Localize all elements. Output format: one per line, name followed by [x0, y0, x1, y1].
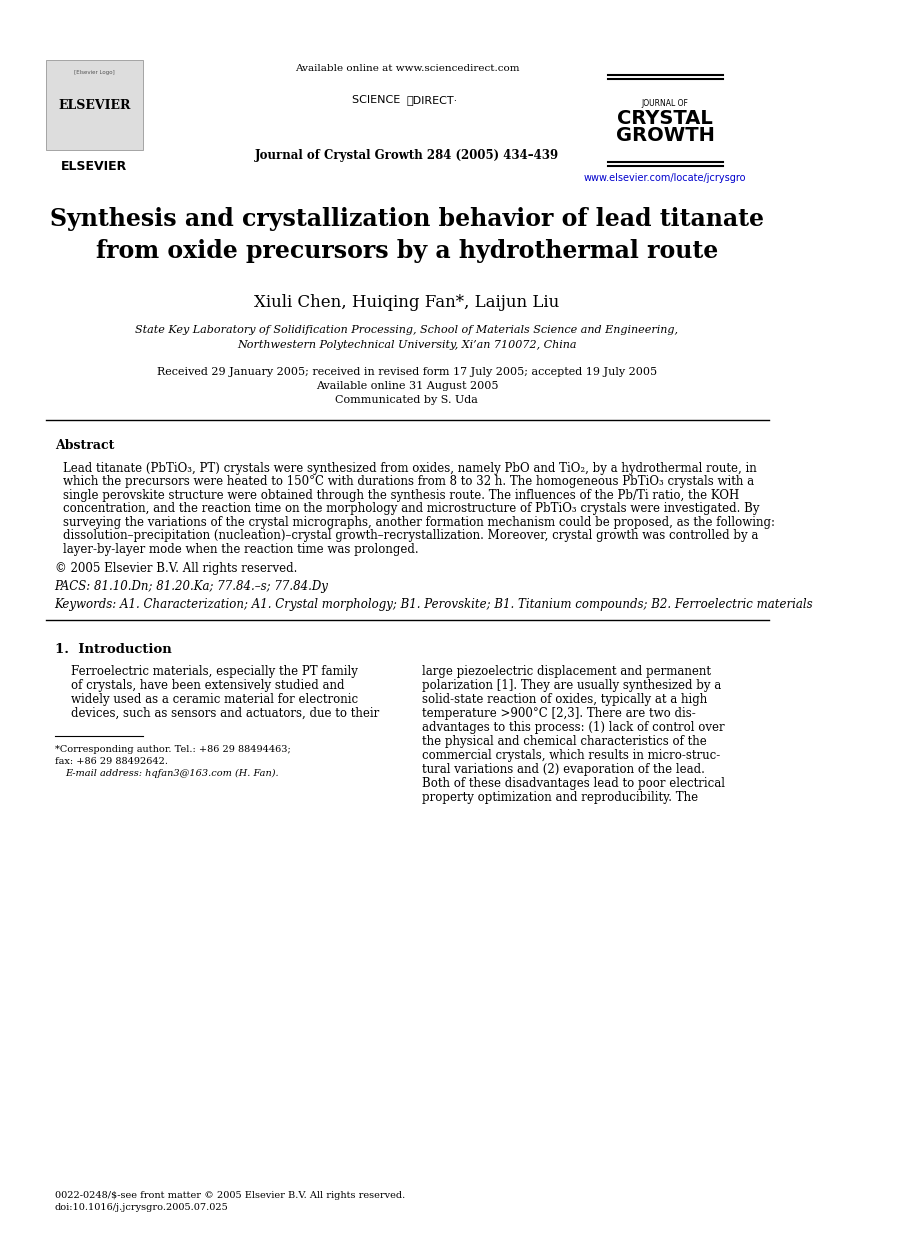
Text: the physical and chemical characteristics of the: the physical and chemical characteristic… — [422, 735, 707, 748]
Text: surveying the variations of the crystal micrographs, another formation mechanism: surveying the variations of the crystal … — [63, 515, 775, 529]
Text: Available online at www.sciencedirect.com: Available online at www.sciencedirect.co… — [295, 63, 519, 73]
Text: Keywords: A1. Characterization; A1. Crystal morphology; B1. Perovskite; B1. Tita: Keywords: A1. Characterization; A1. Crys… — [54, 598, 814, 612]
Text: tural variations and (2) evaporation of the lead.: tural variations and (2) evaporation of … — [422, 763, 705, 776]
Text: 1.  Introduction: 1. Introduction — [54, 643, 171, 656]
Text: E-mail address: hqfan3@163.com (H. Fan).: E-mail address: hqfan3@163.com (H. Fan). — [65, 769, 278, 777]
Text: Abstract: Abstract — [54, 438, 114, 452]
Text: fax: +86 29 88492642.: fax: +86 29 88492642. — [54, 756, 168, 766]
Text: Ferroelectric materials, especially the PT family: Ferroelectric materials, especially the … — [71, 665, 357, 678]
Text: www.elsevier.com/locate/jcrysgro: www.elsevier.com/locate/jcrysgro — [584, 173, 746, 183]
Text: Synthesis and crystallization behavior of lead titanate
from oxide precursors by: Synthesis and crystallization behavior o… — [50, 207, 764, 262]
Text: JOURNAL OF: JOURNAL OF — [642, 99, 688, 108]
Text: Communicated by S. Uda: Communicated by S. Uda — [336, 395, 478, 405]
Text: PACS: 81.10.Dn; 81.20.Ka; 77.84.–s; 77.84.Dy: PACS: 81.10.Dn; 81.20.Ka; 77.84.–s; 77.8… — [54, 579, 328, 593]
Text: single perovskite structure were obtained through the synthesis route. The influ: single perovskite structure were obtaine… — [63, 489, 740, 501]
Text: Northwestern Polytechnical University, Xi’an 710072, China: Northwestern Polytechnical University, X… — [237, 340, 577, 350]
Text: devices, such as sensors and actuators, due to their: devices, such as sensors and actuators, … — [71, 707, 379, 721]
Text: solid-state reaction of oxides, typically at a high: solid-state reaction of oxides, typicall… — [422, 693, 707, 706]
Text: commercial crystals, which results in micro-struc-: commercial crystals, which results in mi… — [422, 749, 720, 763]
Text: doi:10.1016/j.jcrysgro.2005.07.025: doi:10.1016/j.jcrysgro.2005.07.025 — [54, 1203, 229, 1212]
Text: Xiuli Chen, Huiqing Fan*, Laijun Liu: Xiuli Chen, Huiqing Fan*, Laijun Liu — [254, 293, 560, 311]
Text: ELSEVIER: ELSEVIER — [58, 99, 131, 111]
FancyBboxPatch shape — [45, 59, 143, 150]
Text: © 2005 Elsevier B.V. All rights reserved.: © 2005 Elsevier B.V. All rights reserved… — [54, 562, 297, 574]
Text: CRYSTAL: CRYSTAL — [618, 109, 713, 128]
Text: large piezoelectric displacement and permanent: large piezoelectric displacement and per… — [422, 665, 711, 678]
Text: concentration, and the reaction time on the morphology and microstructure of PbT: concentration, and the reaction time on … — [63, 501, 760, 515]
Text: SCIENCE: SCIENCE — [352, 95, 407, 105]
Text: State Key Laboratory of Solidification Processing, School of Materials Science a: State Key Laboratory of Solidification P… — [135, 326, 678, 335]
Text: Received 29 January 2005; received in revised form 17 July 2005; accepted 19 Jul: Received 29 January 2005; received in re… — [157, 366, 657, 378]
Text: Available online 31 August 2005: Available online 31 August 2005 — [316, 381, 498, 391]
Text: ELSEVIER: ELSEVIER — [62, 160, 128, 173]
Text: Lead titanate (PbTiO₃, PT) crystals were synthesized from oxides, namely PbO and: Lead titanate (PbTiO₃, PT) crystals were… — [63, 462, 757, 474]
Text: polarization [1]. They are usually synthesized by a: polarization [1]. They are usually synth… — [422, 678, 721, 692]
Text: of crystals, have been extensively studied and: of crystals, have been extensively studi… — [71, 678, 344, 692]
Text: [Elsevier Logo]: [Elsevier Logo] — [74, 71, 115, 76]
Text: ⓓDIRECT·: ⓓDIRECT· — [407, 95, 458, 105]
Text: Journal of Crystal Growth 284 (2005) 434–439: Journal of Crystal Growth 284 (2005) 434… — [255, 149, 559, 161]
Text: dissolution–precipitation (nucleation)–crystal growth–recrystallization. Moreove: dissolution–precipitation (nucleation)–c… — [63, 529, 759, 542]
Text: which the precursors were heated to 150°C with durations from 8 to 32 h. The hom: which the precursors were heated to 150°… — [63, 475, 755, 488]
Text: 0022-0248/$-see front matter © 2005 Elsevier B.V. All rights reserved.: 0022-0248/$-see front matter © 2005 Else… — [54, 1191, 405, 1200]
Text: Both of these disadvantages lead to poor electrical: Both of these disadvantages lead to poor… — [422, 777, 725, 790]
Text: property optimization and reproducibility. The: property optimization and reproducibilit… — [422, 791, 698, 803]
Text: *Corresponding author. Tel.: +86 29 88494463;: *Corresponding author. Tel.: +86 29 8849… — [54, 745, 290, 754]
Text: advantages to this process: (1) lack of control over: advantages to this process: (1) lack of … — [422, 721, 725, 734]
Text: temperature >900°C [2,3]. There are two dis-: temperature >900°C [2,3]. There are two … — [422, 707, 696, 721]
Text: widely used as a ceramic material for electronic: widely used as a ceramic material for el… — [71, 693, 357, 706]
Text: GROWTH: GROWTH — [616, 125, 715, 145]
Text: layer-by-layer mode when the reaction time was prolonged.: layer-by-layer mode when the reaction ti… — [63, 542, 419, 556]
